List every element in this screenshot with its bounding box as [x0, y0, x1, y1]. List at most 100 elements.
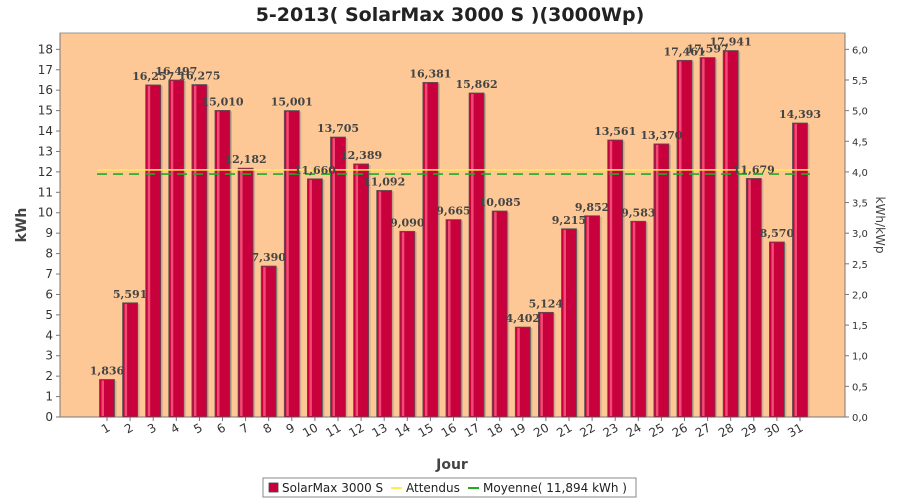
data-label: 13,561 — [594, 125, 636, 138]
y-tick-label: 1 — [45, 390, 53, 404]
bar-highlight — [702, 58, 705, 417]
bar-highlight — [286, 111, 289, 417]
x-tick-label: 12 — [346, 420, 366, 440]
x-tick-label: 9 — [284, 420, 298, 436]
bar-highlight — [609, 141, 613, 416]
y2-tick-label: 3,0 — [852, 229, 868, 240]
bar-highlight — [748, 179, 751, 416]
y2-tick-label: 1,5 — [852, 321, 868, 332]
x-tick-label: 11 — [323, 420, 343, 440]
bar-highlight — [378, 191, 382, 416]
x-tick-label: 2 — [122, 420, 136, 436]
data-label: 12,389 — [340, 149, 382, 162]
data-label: 16,381 — [409, 67, 451, 80]
data-label: 7,390 — [251, 251, 286, 264]
y2-tick-label: 3,5 — [852, 199, 868, 210]
bar-highlight — [679, 61, 682, 416]
bar-highlight — [355, 164, 359, 416]
y-tick-label: 8 — [45, 247, 53, 261]
bar-highlight — [725, 51, 728, 416]
data-label: 16,497 — [155, 65, 197, 78]
data-label: 15,862 — [456, 78, 498, 91]
y-tick-label: 17 — [38, 63, 53, 77]
y-tick-label: 6 — [45, 287, 53, 301]
y-tick-label: 0 — [45, 410, 53, 424]
x-tick-label: 14 — [393, 420, 413, 440]
y-tick-label: 3 — [45, 349, 53, 363]
x-tick-label: 1 — [99, 420, 113, 436]
x-tick-label: 19 — [508, 420, 528, 440]
x-tick-label: 10 — [300, 420, 320, 440]
bar-highlight — [771, 242, 774, 416]
x-tick-label: 16 — [439, 420, 459, 440]
data-label: 17,941 — [710, 36, 752, 49]
y-tick-label: 10 — [38, 206, 53, 220]
data-label: 10,085 — [479, 196, 521, 209]
chart-title: 5-2013( SolarMax 3000 S )(3000Wp) — [256, 4, 645, 26]
y-tick-label: 2 — [45, 369, 53, 383]
data-label: 5,591 — [113, 288, 147, 301]
data-label: 15,010 — [201, 95, 243, 108]
y2-tick-label: 4,5 — [852, 137, 868, 148]
x-tick-label: 30 — [762, 420, 782, 440]
bar-highlight — [563, 229, 566, 416]
data-label: 11,092 — [363, 175, 405, 188]
x-axis-title: Jour — [435, 457, 468, 473]
x-tick-label: 13 — [369, 420, 389, 440]
data-label: 11,679 — [733, 163, 775, 176]
bar-highlight — [101, 380, 104, 416]
data-label: 17,461 — [663, 45, 705, 58]
data-label: 9,090 — [390, 216, 425, 229]
bar-highlight — [632, 222, 636, 416]
y-tick-label: 14 — [38, 124, 53, 138]
data-label: 9,852 — [575, 201, 609, 214]
x-tick-label: 4 — [168, 420, 182, 436]
bar-highlight — [517, 328, 520, 416]
y-axis-title: kWh — [14, 208, 30, 243]
data-label: 12,182 — [225, 153, 267, 166]
x-tick-label: 5 — [191, 420, 205, 436]
x-tick-label: 29 — [739, 420, 759, 440]
legend-label-moyenne: Moyenne( 11,894 kWh ) — [483, 481, 627, 495]
legend-swatch-solarmax — [268, 482, 279, 493]
bar-highlight — [309, 179, 312, 416]
bar-highlight — [332, 138, 335, 416]
data-label: 16,275 — [178, 70, 220, 83]
legend-box — [262, 477, 637, 498]
bar-highlight — [540, 313, 543, 416]
legend-label-attendus: Attendus — [406, 481, 460, 495]
bar-highlight — [448, 220, 451, 416]
y2-tick-label: 1,0 — [852, 352, 868, 363]
x-tick-label: 22 — [577, 420, 597, 440]
bar-highlight — [170, 81, 174, 416]
data-label: 1,836 — [90, 364, 125, 377]
legend: SolarMax 3000 S Attendus Moyenne( 11,894… — [262, 477, 637, 498]
y-tick-label: 15 — [38, 104, 53, 118]
x-tick-label: 15 — [416, 420, 436, 440]
bar-highlight — [124, 303, 128, 416]
bar-highlight — [217, 111, 220, 416]
y-tick-label: 9 — [45, 226, 53, 240]
data-label: 9,583 — [621, 206, 655, 219]
x-tick-label: 27 — [693, 420, 713, 440]
bar-highlight — [401, 232, 405, 416]
data-label: 9,665 — [436, 205, 470, 218]
data-label: 16,257 — [132, 70, 174, 83]
data-label: 8,570 — [760, 227, 795, 240]
bar-highlight — [494, 212, 497, 416]
x-tick-label: 21 — [554, 420, 574, 440]
y-tick-label: 18 — [38, 42, 53, 56]
y-tick-label: 12 — [38, 165, 53, 179]
x-tick-label: 20 — [531, 420, 551, 440]
bar-highlight — [240, 169, 243, 416]
data-label: 13,370 — [640, 129, 682, 142]
bar-highlight — [193, 85, 197, 417]
y2-tick-label: 6,0 — [852, 45, 868, 56]
y2-tick-label: 0,5 — [852, 382, 868, 393]
y-tick-label: 11 — [38, 185, 53, 199]
x-tick-label: 18 — [485, 420, 505, 440]
x-tick-label: 7 — [237, 420, 251, 436]
data-label: 14,393 — [779, 108, 821, 121]
bar-series — [99, 50, 810, 418]
